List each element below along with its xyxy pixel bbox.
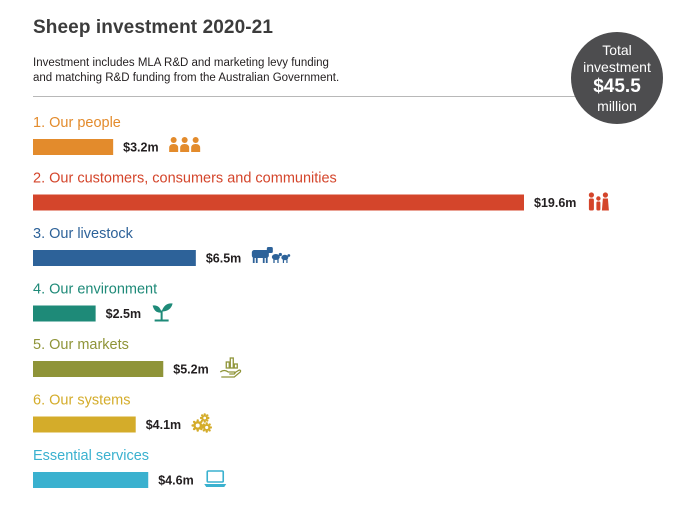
bar	[33, 139, 114, 155]
value-label: $19.6m	[534, 196, 576, 210]
bar	[33, 361, 164, 377]
bar	[33, 250, 196, 266]
people-icon	[169, 137, 201, 152]
value-label: $5.2m	[173, 363, 208, 377]
family-icon	[588, 192, 609, 211]
category-label: Essential services	[33, 448, 149, 464]
laptop-icon	[204, 470, 227, 487]
divider-rule	[33, 96, 601, 97]
category-label: 2. Our customers, consumers and communit…	[33, 171, 337, 187]
value-label: $3.2m	[123, 141, 158, 155]
bar	[33, 416, 136, 433]
category-label: 1. Our people	[33, 115, 121, 131]
value-label: $4.1m	[146, 418, 181, 432]
total-investment-badge: Total investment $45.5 million	[571, 32, 663, 124]
total-label-line2: investment	[583, 58, 651, 75]
chart-title: Sheep investment 2020-21	[33, 17, 274, 38]
total-unit: million	[597, 97, 637, 114]
gears-icon	[191, 413, 213, 433]
category-label: 6. Our systems	[33, 393, 131, 409]
category-label: 4. Our environment	[33, 282, 157, 298]
total-label-line1: Total	[602, 41, 632, 58]
value-label: $4.6m	[158, 474, 193, 488]
bar	[33, 305, 96, 322]
total-amount: $45.5	[593, 75, 641, 97]
chart-subtitle: Investment includes MLA R&D and marketin…	[33, 56, 393, 85]
livestock-icon	[251, 247, 291, 263]
category-label: 3. Our livestock	[33, 226, 134, 242]
value-label: $6.5m	[206, 252, 241, 266]
bar	[33, 194, 524, 211]
hand-chart-icon	[219, 357, 242, 378]
seedling-icon	[152, 303, 173, 322]
category-label: 5. Our markets	[33, 337, 129, 353]
subtitle-line-2: and matching R&D funding from the Austra…	[33, 71, 340, 84]
value-label: $2.5m	[106, 307, 141, 321]
subtitle-line-1: Investment includes MLA R&D and marketin…	[33, 57, 329, 69]
bar	[33, 472, 149, 488]
